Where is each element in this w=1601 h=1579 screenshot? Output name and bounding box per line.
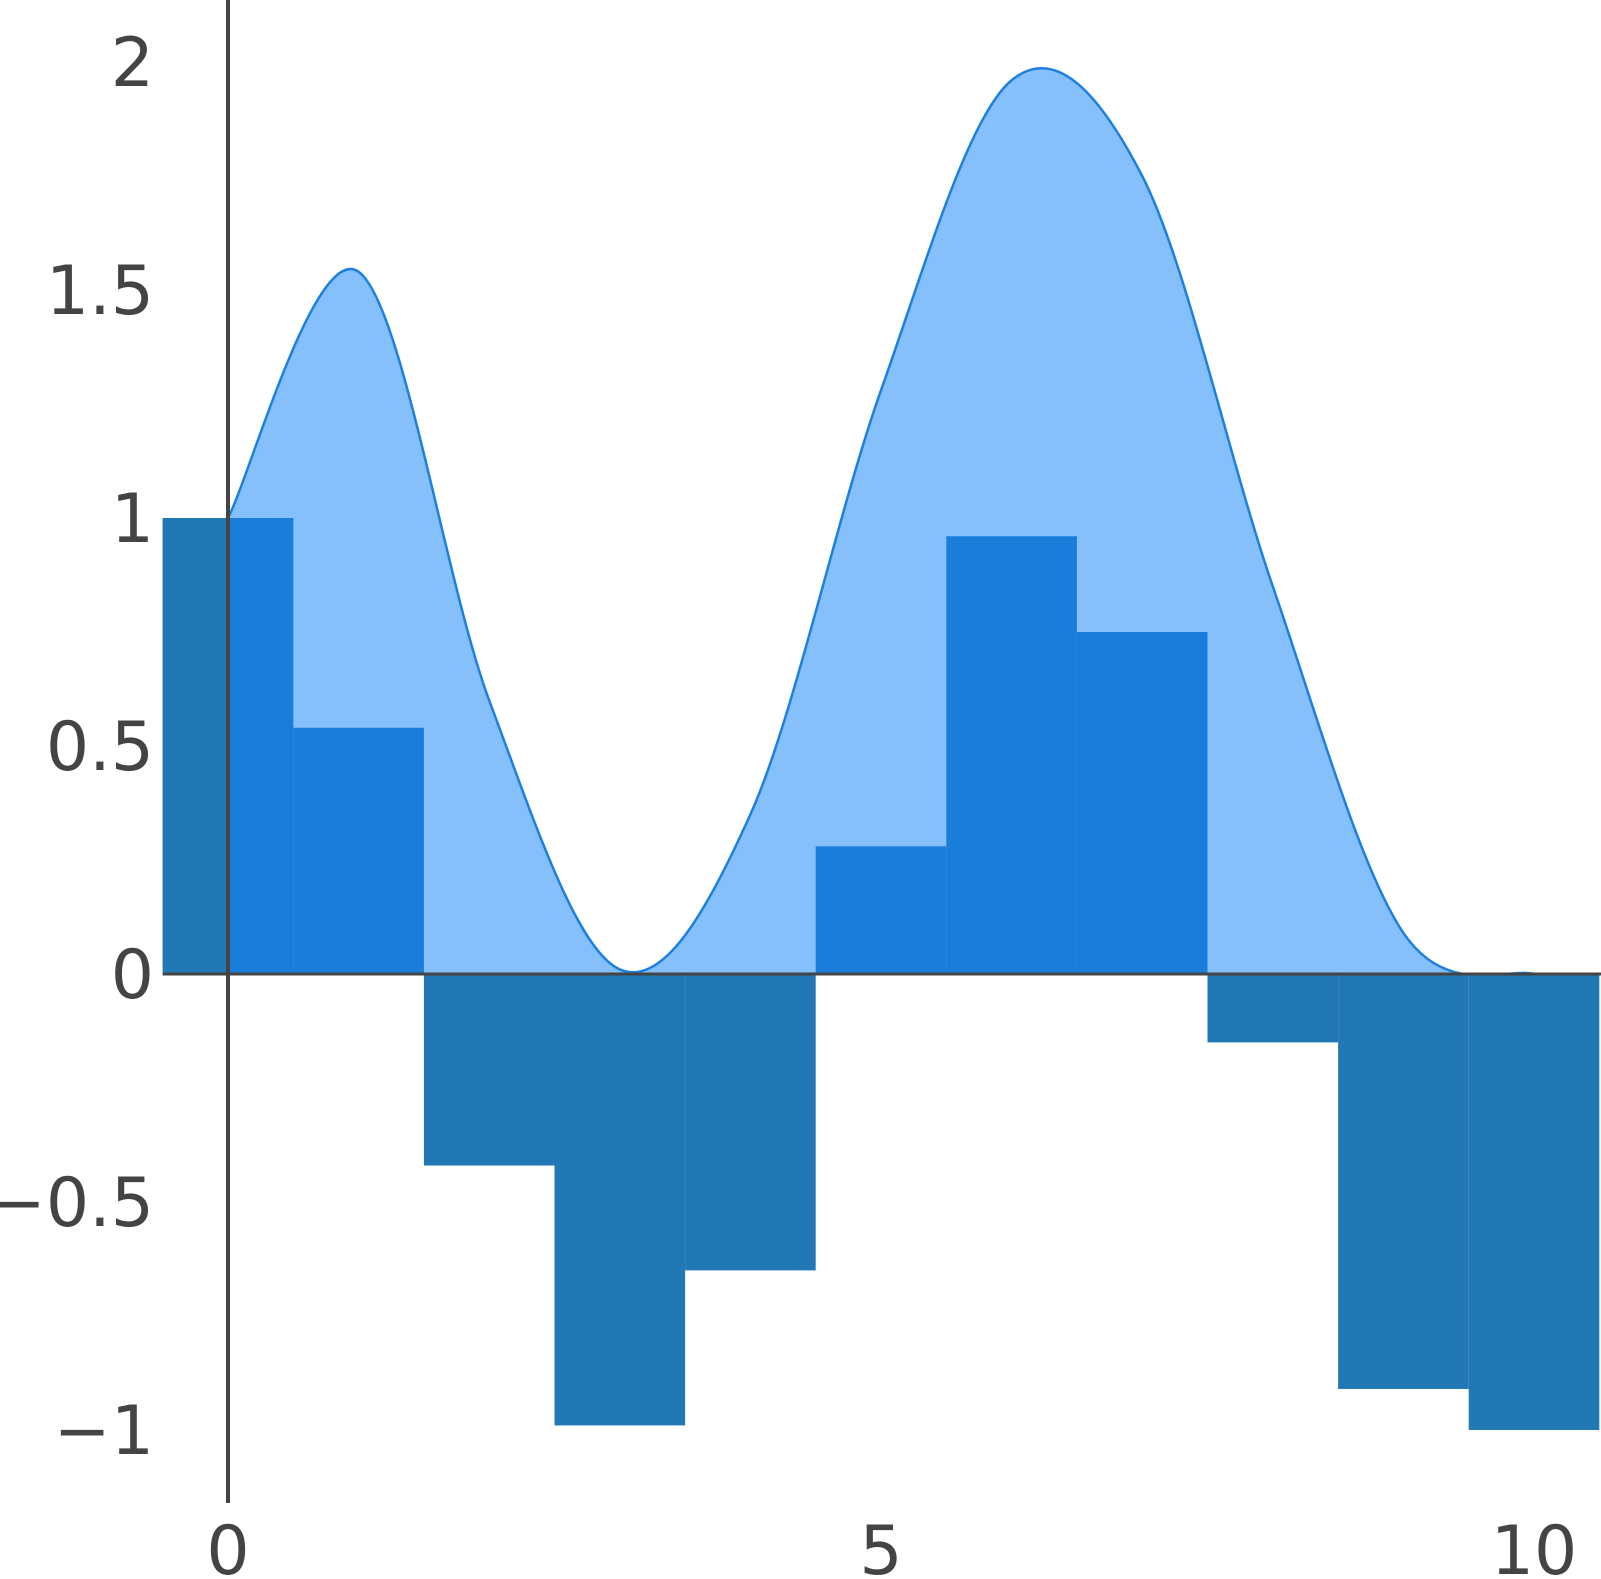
- bar-10: [1468, 974, 1600, 1430]
- y-tick-label: 2: [111, 24, 154, 103]
- bars-layer: [162, 518, 1600, 1430]
- axes-layer: [162, 0, 1601, 1503]
- area-line: [226, 67, 1574, 979]
- bar-8: [1207, 974, 1339, 1043]
- bar-0-left-segment: [162, 518, 228, 974]
- x-tick-label: 5: [859, 1512, 902, 1579]
- x-tick-label: 0: [206, 1512, 249, 1579]
- bar-9: [1338, 974, 1469, 1389]
- bar-6: [946, 536, 1077, 974]
- area-fill: [228, 68, 1574, 978]
- bar-3: [554, 974, 686, 1426]
- y-tick-label: −1: [54, 1392, 154, 1471]
- bar-4: [685, 974, 816, 1271]
- bar-7: [1076, 632, 1208, 974]
- bar-1: [293, 727, 424, 974]
- y-tick-label: 0: [111, 936, 154, 1015]
- area-layer: [226, 67, 1574, 979]
- x-tick-label: 10: [1491, 1512, 1578, 1579]
- labels-layer: 2 1.5 1 0.5 0 −0.5 −1 0 5 10: [0, 24, 1577, 1579]
- bar-2: [423, 974, 555, 1166]
- y-tick-label: 1: [111, 480, 154, 559]
- y-tick-label: 1.5: [46, 252, 154, 331]
- bar-5: [815, 846, 947, 974]
- y-tick-label: −0.5: [0, 1164, 154, 1243]
- y-tick-label: 0.5: [46, 708, 154, 787]
